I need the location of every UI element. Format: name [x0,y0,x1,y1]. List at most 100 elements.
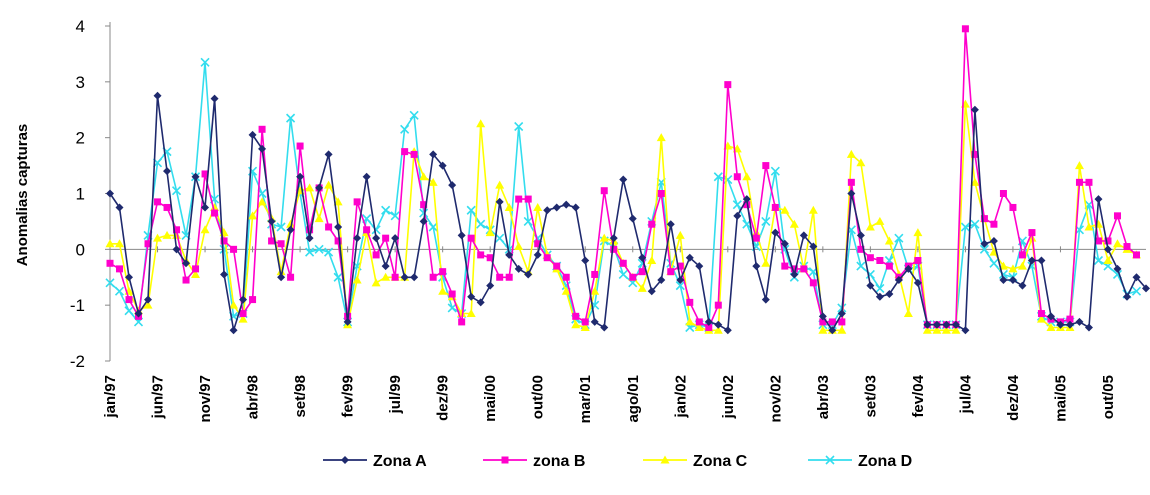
data-point-zona-c [1084,222,1094,231]
data-point-zona-a [866,281,875,290]
data-point-zona-b [914,257,922,264]
data-point-zona-b [268,237,276,245]
data-point-zona-c [495,180,505,189]
data-point-zona-b [562,273,570,281]
data-point-zona-b [828,318,836,326]
data-point-zona-a [913,278,922,287]
legend-item-zona-a: Zona A [323,453,427,470]
data-point-zona-c [1046,323,1056,331]
data-point-zona-a [856,231,865,240]
data-point-zona-b [610,245,618,253]
x-tick-label: jan/02 [672,375,689,419]
data-point-zona-a [353,234,362,243]
legend-item-zona-d: Zona D [808,453,912,470]
data-point-zona-c [875,216,885,225]
data-point-zona-a [761,295,770,304]
data-point-zona-b [334,237,342,245]
data-point-zona-a [115,203,124,212]
legend-item-zona-b: zona B [483,453,585,470]
x-tick-label: out/05 [1100,375,1117,419]
data-point-zona-c [694,323,704,331]
data-point-zona-a [220,270,229,279]
data-point-zona-c [561,286,571,295]
data-point-zona-a [125,273,134,282]
data-point-zona-a [1056,320,1065,329]
data-point-zona-a [533,250,542,259]
data-point-zona-a [590,317,599,326]
data-point-zona-b [201,170,209,178]
y-tick-label: 3 [76,73,85,92]
data-point-zona-a [1084,323,1093,332]
data-point-zona-b [572,312,580,320]
data-point-zona-c [419,172,429,181]
data-point-zona-d [200,57,210,67]
data-point-zona-c [476,119,486,128]
data-point-zona-a [999,276,1008,285]
data-point-zona-b [980,215,988,223]
data-point-zona-b [325,223,333,231]
data-point-zona-c [210,202,220,211]
data-point-zona-a [790,270,799,279]
data-point-zona-a [828,326,837,335]
data-point-zona-a [429,150,438,159]
data-point-zona-d [400,124,410,134]
data-point-zona-d [732,200,742,210]
data-point-zona-a [400,273,409,282]
data-point-zona-d [989,258,999,268]
data-point-zona-c [599,233,609,242]
data-point-zona-c [780,205,790,214]
data-point-zona-b [1009,203,1017,211]
y-tick-label: 1 [76,185,85,204]
data-point-zona-a [628,214,637,223]
data-point-zona-b [458,318,466,326]
data-point-zona-a [752,262,761,271]
data-point-zona-b [420,201,428,209]
data-point-zona-d [276,222,286,232]
data-point-zona-a [942,320,951,329]
x-tick-label: dez/04 [1005,374,1022,421]
data-point-zona-b [382,234,390,242]
x-tick-label: nov/02 [767,375,784,423]
plot-area [105,25,1150,335]
data-point-zona-b [230,245,238,253]
data-point-zona-a [657,276,666,285]
data-point-zona-c [1074,161,1084,170]
data-point-zona-d [723,174,733,185]
data-point-zona-c [808,205,818,214]
data-point-zona-c [742,172,752,181]
x-tick-label: jun/02 [720,375,737,419]
data-point-zona-b [1028,229,1036,237]
data-point-zona-b [581,318,589,326]
data-point-zona-c [637,283,647,292]
data-point-zona-c [248,211,258,220]
data-point-zona-a [248,130,257,139]
data-point-zona-a [989,236,998,245]
data-point-zona-b [686,298,694,306]
data-point-zona-a [1018,281,1027,290]
data-point-zona-b [705,324,713,331]
data-point-zona-b [524,195,532,203]
data-point-zona-a [362,172,371,181]
data-point-zona-a [334,223,343,231]
x-tick-label: fev/99 [340,375,357,418]
data-point-zona-d [390,211,400,221]
data-point-zona-a [495,197,504,206]
data-point-zona-d [305,247,315,257]
data-point-zona-b [961,25,969,33]
data-point-zona-a [476,298,485,307]
data-point-zona-a [600,323,609,332]
data-point-zona-b [448,290,456,298]
data-point-zona-a [315,183,324,192]
data-point-zona-a [1122,292,1131,301]
data-point-zona-a [182,259,191,268]
data-point-zona-a [714,320,723,329]
data-point-zona-a [391,234,400,243]
data-point-zona-a [1008,276,1017,285]
data-point-zona-b [363,226,371,234]
data-point-zona-a [581,256,590,265]
data-point-zona-b [800,265,808,273]
data-point-zona-b [724,81,732,89]
data-point-zona-c [837,325,847,334]
legend-marker [825,455,835,465]
